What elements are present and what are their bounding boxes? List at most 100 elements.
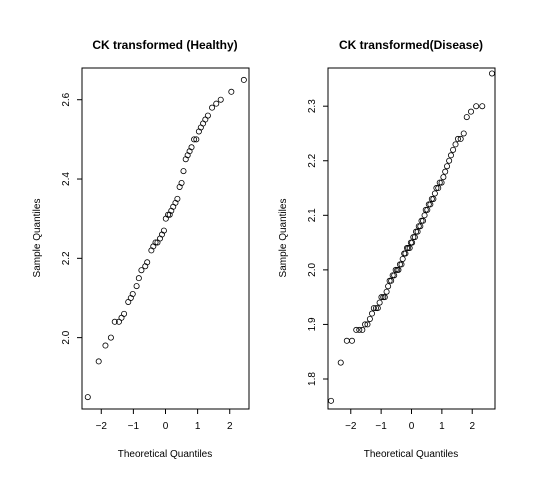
data-point <box>463 114 470 121</box>
data-point <box>95 358 102 365</box>
data-point <box>430 195 437 202</box>
y-tick-label: 2.2 <box>61 251 72 265</box>
data-point <box>138 267 145 274</box>
data-point <box>415 223 422 230</box>
data-point <box>160 227 167 234</box>
data-point <box>407 239 414 246</box>
data-point <box>193 136 200 143</box>
y-tick-label: 2.6 <box>61 92 72 106</box>
data-point <box>385 283 392 290</box>
x-axis-label: Theoretical Quantiles <box>364 449 459 460</box>
data-point <box>328 397 335 404</box>
data-point <box>337 359 344 366</box>
plot-frame <box>81 67 250 410</box>
data-point <box>372 305 379 312</box>
data-point <box>452 141 459 148</box>
data-point <box>165 211 172 218</box>
data-point <box>386 277 393 284</box>
data-point <box>191 136 198 143</box>
data-point <box>343 337 350 344</box>
y-axis-label: Sample Quantiles <box>32 199 43 278</box>
x-tick-label: 2 <box>227 421 233 432</box>
data-point <box>240 76 247 83</box>
x-tick-label: 1 <box>439 421 445 432</box>
data-point <box>414 228 421 235</box>
data-points <box>328 70 495 404</box>
data-point <box>383 288 390 295</box>
data-point <box>178 179 185 186</box>
data-point <box>228 88 235 95</box>
y-ticks: 1.8 1.9 2.0 2.1 2.2 2.3 <box>307 99 328 386</box>
y-tick-label: 2.2 <box>307 153 318 167</box>
data-point <box>392 266 399 273</box>
data-point <box>121 310 128 317</box>
x-ticks: −2 −1 0 1 2 <box>96 409 233 432</box>
data-point <box>395 266 402 273</box>
data-point <box>391 272 398 279</box>
data-point <box>374 305 381 312</box>
data-point <box>209 104 216 111</box>
y-axis-label: Sample Quantiles <box>278 199 289 278</box>
x-tick-label: −1 <box>128 421 140 432</box>
chart-title: CK transformed(Disease) <box>339 38 483 52</box>
data-point <box>446 157 453 164</box>
data-point <box>424 206 431 213</box>
data-point <box>409 239 416 246</box>
x-tick-label: 0 <box>409 421 415 432</box>
data-point <box>111 318 118 325</box>
data-point <box>174 195 181 202</box>
data-point <box>144 259 151 266</box>
data-point <box>454 135 461 142</box>
x-tick-label: 1 <box>195 421 201 432</box>
data-point <box>133 283 140 290</box>
data-point <box>450 146 457 153</box>
x-tick-label: −1 <box>375 421 387 432</box>
data-point <box>369 310 376 317</box>
x-axis-label: Theoretical Quantiles <box>118 449 213 460</box>
data-point <box>418 217 425 224</box>
data-points <box>84 76 247 401</box>
data-point <box>107 334 114 341</box>
y-tick-label: 2.3 <box>307 99 318 113</box>
data-point <box>348 337 355 344</box>
y-tick-label: 2.0 <box>307 262 318 276</box>
data-point <box>388 277 395 284</box>
data-point <box>213 100 220 107</box>
data-point <box>398 261 405 268</box>
data-point <box>188 144 195 151</box>
data-point <box>204 112 211 119</box>
x-tick-label: 0 <box>163 421 169 432</box>
data-point <box>180 168 187 175</box>
data-point <box>356 326 363 333</box>
data-point <box>428 195 435 202</box>
data-point <box>425 201 432 208</box>
panel-disease: CK transformed(Disease) Theoretical Quan… <box>278 38 496 460</box>
data-point <box>422 206 429 213</box>
data-point <box>401 250 408 257</box>
x-ticks: −2 −1 0 1 2 <box>345 409 475 432</box>
data-point <box>102 342 109 349</box>
data-point <box>438 179 445 186</box>
data-point <box>359 326 366 333</box>
data-point <box>417 223 424 230</box>
data-point <box>84 394 91 401</box>
data-point <box>166 211 173 218</box>
data-point <box>431 190 438 197</box>
data-point <box>435 185 442 192</box>
data-point <box>406 245 413 252</box>
panel-healthy: CK transformed (Healthy) Theoretical Qua… <box>32 38 250 460</box>
data-point <box>152 239 159 246</box>
data-point <box>405 245 412 252</box>
data-point <box>381 294 388 301</box>
y-tick-label: 2.4 <box>61 172 72 186</box>
data-point <box>436 179 443 186</box>
data-point <box>468 108 475 115</box>
data-point <box>353 326 360 333</box>
data-point <box>135 275 142 282</box>
data-point <box>380 294 387 301</box>
data-point <box>378 294 385 301</box>
y-tick-label: 2.1 <box>307 208 318 222</box>
data-point <box>421 212 428 219</box>
y-tick-label: 1.8 <box>307 372 318 386</box>
